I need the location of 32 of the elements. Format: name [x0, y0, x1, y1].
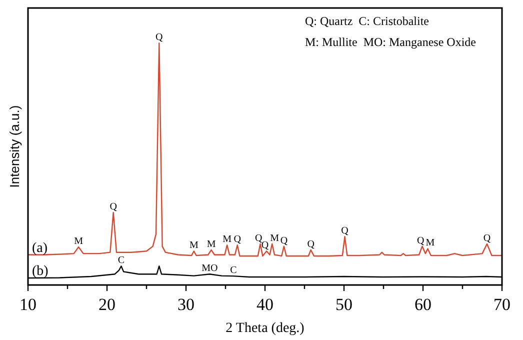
- annotation: Q: [255, 232, 264, 244]
- x-tick-label: 40: [256, 295, 274, 314]
- annotation: C: [118, 255, 125, 266]
- annotation: M: [189, 240, 198, 252]
- annotation: Q: [280, 235, 288, 246]
- text: Q: Quartz C: Cristobalite: [305, 14, 429, 28]
- annotation: Q: [483, 232, 492, 244]
- annotation: Q: [261, 240, 270, 252]
- series-label: (b): [32, 264, 49, 279]
- annotation: Q: [156, 32, 164, 44]
- annotation: Q: [234, 234, 242, 246]
- annotation: M: [270, 232, 280, 244]
- x-tick-label: 30: [178, 295, 194, 314]
- x-tick-label: 60: [414, 295, 432, 314]
- series-label: (a): [32, 240, 48, 256]
- x-tick-label: 70: [494, 295, 510, 314]
- annotation: Q: [307, 238, 316, 250]
- annotation: M: [74, 236, 84, 248]
- annotation: MO: [202, 263, 218, 274]
- x-axis-title: 2 Theta (deg.): [226, 321, 305, 336]
- annotation: M: [426, 238, 435, 249]
- x-tick-label: 50: [336, 295, 352, 314]
- annotation: Q: [416, 235, 425, 246]
- y-axis-title: Intensity (a.u.): [7, 105, 22, 188]
- annotation: Q: [110, 201, 118, 212]
- x-tick-label: 20: [98, 295, 116, 314]
- annotation: Q: [341, 226, 350, 237]
- annotation: M: [206, 238, 216, 250]
- annotation: C: [230, 265, 238, 276]
- x-tick-label: 10: [20, 295, 36, 314]
- annotation: M: Mullite MO: Manganese Oxide: [305, 35, 476, 49]
- annotation: M: [222, 234, 232, 246]
